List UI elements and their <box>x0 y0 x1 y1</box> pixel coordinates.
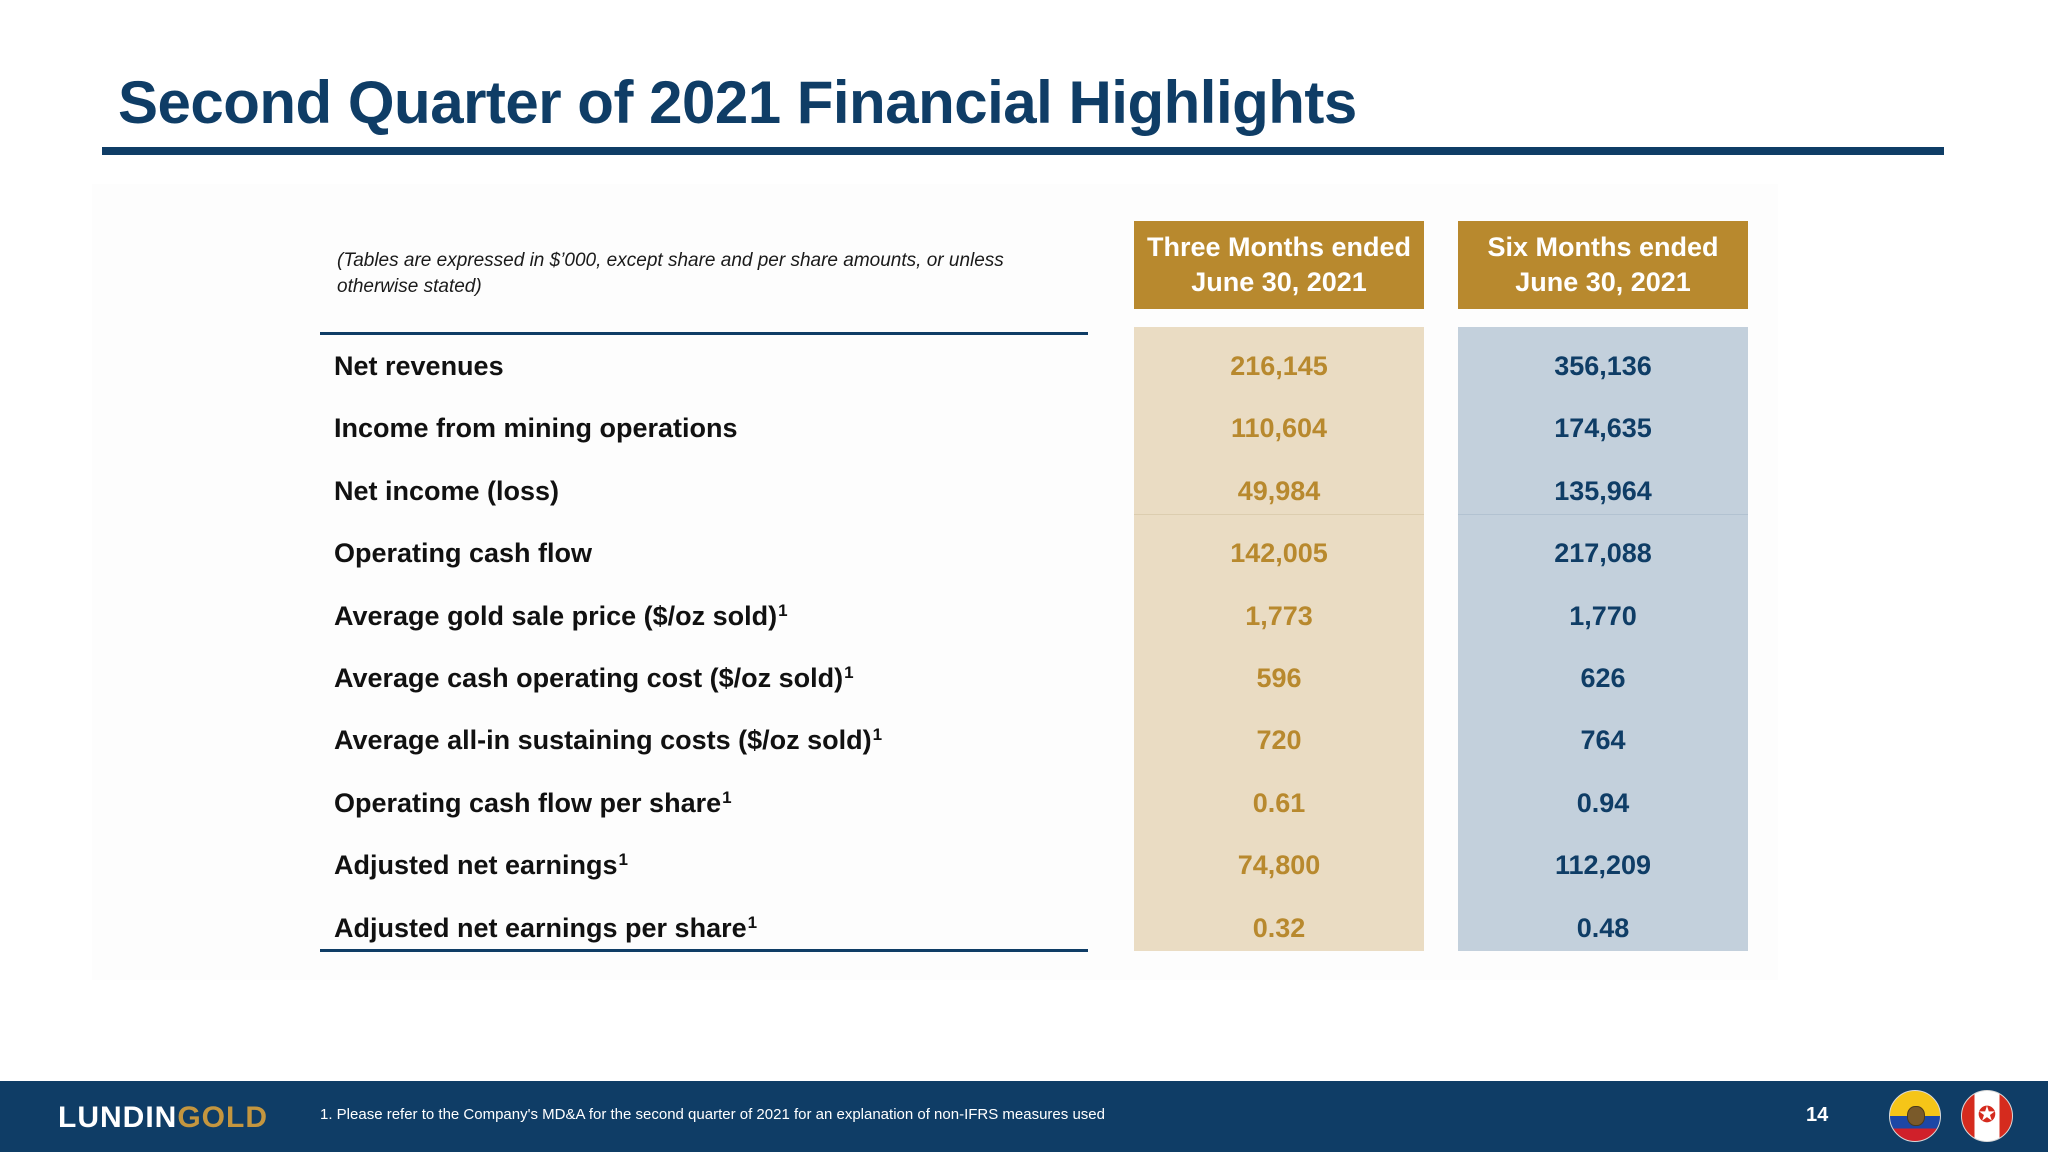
row-label-text: Adjusted net earnings <box>334 850 618 881</box>
six-months-value: 1,770 <box>1569 600 1637 631</box>
ecuador-flag-icon <box>1889 1090 1941 1142</box>
page-title: Second Quarter of 2021 Financial Highlig… <box>118 69 1357 136</box>
row-label: Operating cash flow <box>334 522 593 584</box>
row-label: Average all-in sustaining costs ($/oz so… <box>334 709 882 771</box>
column-header-three-months: Three Months ended June 30, 2021 <box>1134 221 1424 309</box>
row-label-text: Net income (loss) <box>334 475 560 506</box>
ecuador-coat-of-arms <box>1907 1106 1925 1126</box>
table-top-rule <box>320 332 1088 335</box>
financial-table: Net revenues 216,145 356,136 Income from… <box>0 335 2048 959</box>
row-label-text: Average all-in sustaining costs ($/oz so… <box>334 725 872 756</box>
row-label-text: Net revenues <box>334 351 504 381</box>
six-months-value: 217,088 <box>1554 538 1652 569</box>
table-row: Net revenues 216,145 356,136 <box>0 335 2048 397</box>
column-separator <box>1134 514 1424 515</box>
three-months-value: 720 <box>1256 725 1302 756</box>
six-months-value: 0.48 <box>1576 912 1630 943</box>
footnote-marker: 1 <box>872 725 883 745</box>
row-label: Net income (loss) <box>334 460 560 522</box>
row-label-text: Operating cash flow per share <box>334 787 722 818</box>
footnote-text: 1. Please refer to the Company's MD&A fo… <box>320 1106 1105 1123</box>
six-months-value: 174,635 <box>1554 413 1652 444</box>
footnote-marker: 1 <box>844 662 854 682</box>
table-row: Operating cash flow per share1 0.61 0.94 <box>0 772 2048 834</box>
table-row: Adjusted net earnings per share1 0.32 0.… <box>0 897 2048 959</box>
row-label-text: Average cash operating cost ($/oz sold) <box>334 662 844 693</box>
table-row: Average all-in sustaining costs ($/oz so… <box>0 709 2048 771</box>
row-label-text: Operating cash flow <box>334 538 593 569</box>
table-row: Operating cash flow 142,005 217,088 <box>0 522 2048 584</box>
footnote-marker: 1 <box>747 912 758 932</box>
column-header-line1: Three Months ended <box>1146 232 1411 262</box>
table-row: Adjusted net earnings1 74,800 112,209 <box>0 834 2048 896</box>
three-months-value: 110,604 <box>1230 413 1328 444</box>
six-months-value: 626 <box>1580 662 1626 693</box>
lundin-gold-logo: LUNDINGOLD <box>58 1101 268 1135</box>
six-months-value: 135,964 <box>1554 475 1652 506</box>
maple-leaf-icon: ✪ <box>1977 1102 1997 1127</box>
three-months-value: 0.32 <box>1252 912 1306 943</box>
row-label: Income from mining operations <box>334 397 739 459</box>
six-months-value: 0.94 <box>1576 787 1630 818</box>
table-row: Average cash operating cost ($/oz sold)1… <box>0 647 2048 709</box>
logo-text-part2: GOLD <box>177 1101 268 1134</box>
row-label-text: Average gold sale price ($/oz sold) <box>334 600 778 631</box>
three-months-value: 49,984 <box>1237 475 1321 506</box>
table-bottom-rule <box>320 949 1088 952</box>
six-months-value: 764 <box>1580 725 1626 756</box>
column-header-line2: June 30, 2021 <box>1191 267 1367 297</box>
table-row: Income from mining operations 110,604 17… <box>0 397 2048 459</box>
column-separator <box>1458 514 1748 515</box>
three-months-value: 216,145 <box>1230 351 1328 381</box>
footnote-marker: 1 <box>618 850 629 870</box>
six-months-value: 112,209 <box>1554 850 1652 881</box>
row-label-text: Adjusted net earnings per share <box>334 912 747 943</box>
three-months-value: 1,773 <box>1245 600 1313 631</box>
canada-flag-icon: ✪ <box>1961 1090 2013 1142</box>
row-label: Adjusted net earnings per share1 <box>334 897 757 959</box>
column-header-line2: June 30, 2021 <box>1515 267 1691 297</box>
row-label: Net revenues <box>334 335 505 397</box>
page-number: 14 <box>1806 1104 1829 1126</box>
table-note: (Tables are expressed in $’000, except s… <box>337 250 1004 297</box>
column-header-six-months: Six Months ended June 30, 2021 <box>1458 221 1748 309</box>
row-label: Average gold sale price ($/oz sold)1 <box>334 585 788 647</box>
column-header-line1: Six Months ended <box>1487 232 1719 262</box>
three-months-column-background <box>1134 327 1424 951</box>
three-months-value: 0.61 <box>1252 787 1306 818</box>
footnote-marker: 1 <box>722 787 732 807</box>
table-row: Average gold sale price ($/oz sold)1 1,7… <box>0 585 2048 647</box>
six-months-column-background <box>1458 327 1748 951</box>
footer-bar: LUNDINGOLD 1. Please refer to the Compan… <box>0 1081 2048 1152</box>
footnote-marker: 1 <box>778 600 788 620</box>
three-months-value: 596 <box>1256 662 1302 693</box>
row-label: Adjusted net earnings1 <box>334 834 628 896</box>
logo-text-part1: LUNDIN <box>58 1101 178 1134</box>
three-months-value: 74,800 <box>1237 850 1321 881</box>
row-label: Operating cash flow per share1 <box>334 772 732 834</box>
table-row: Net income (loss) 49,984 135,964 <box>0 460 2048 522</box>
three-months-value: 142,005 <box>1230 538 1328 569</box>
six-months-value: 356,136 <box>1554 351 1652 381</box>
row-label: Average cash operating cost ($/oz sold)1 <box>334 647 854 709</box>
row-label-text: Income from mining operations <box>334 413 738 444</box>
title-underline <box>102 147 1944 155</box>
